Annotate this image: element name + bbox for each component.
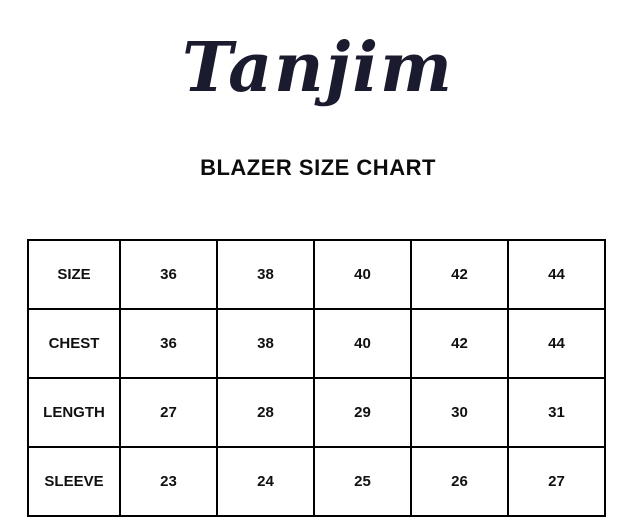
row-header-cell: LENGTH — [27, 377, 121, 448]
table-row-sleeve: SLEEVE 23 24 25 26 27 — [27, 446, 606, 517]
table-row-size: SIZE 36 38 40 42 44 — [27, 239, 606, 310]
length-value-cell: 30 — [410, 377, 509, 448]
page-title: BLAZER SIZE CHART — [200, 155, 436, 180]
chest-value-cell: 44 — [507, 308, 606, 379]
size-value-cell: 42 — [410, 239, 509, 310]
size-value-cell: 40 — [313, 239, 412, 310]
chest-value-cell: 38 — [216, 308, 315, 379]
sleeve-value-cell: 26 — [410, 446, 509, 517]
row-header-cell: SLEEVE — [27, 446, 121, 517]
row-header-cell: CHEST — [27, 308, 121, 379]
chest-value-cell: 42 — [410, 308, 509, 379]
size-value-cell: 38 — [216, 239, 315, 310]
row-header-cell: SIZE — [27, 239, 121, 310]
sleeve-value-cell: 27 — [507, 446, 606, 517]
length-value-cell: 27 — [119, 377, 218, 448]
table-row-length: LENGTH 27 28 29 30 31 — [27, 377, 606, 448]
brand-logo: Tanjim — [182, 28, 454, 108]
sleeve-value-cell: 25 — [313, 446, 412, 517]
chest-value-cell: 36 — [119, 308, 218, 379]
size-value-cell: 44 — [507, 239, 606, 310]
length-value-cell: 28 — [216, 377, 315, 448]
table-row-chest: CHEST 36 38 40 42 44 — [27, 308, 606, 379]
size-chart-table: SIZE 36 38 40 42 44 CHEST 36 38 40 42 44… — [27, 239, 606, 517]
chest-value-cell: 40 — [313, 308, 412, 379]
size-value-cell: 36 — [119, 239, 218, 310]
length-value-cell: 29 — [313, 377, 412, 448]
length-value-cell: 31 — [507, 377, 606, 448]
sleeve-value-cell: 24 — [216, 446, 315, 517]
sleeve-value-cell: 23 — [119, 446, 218, 517]
